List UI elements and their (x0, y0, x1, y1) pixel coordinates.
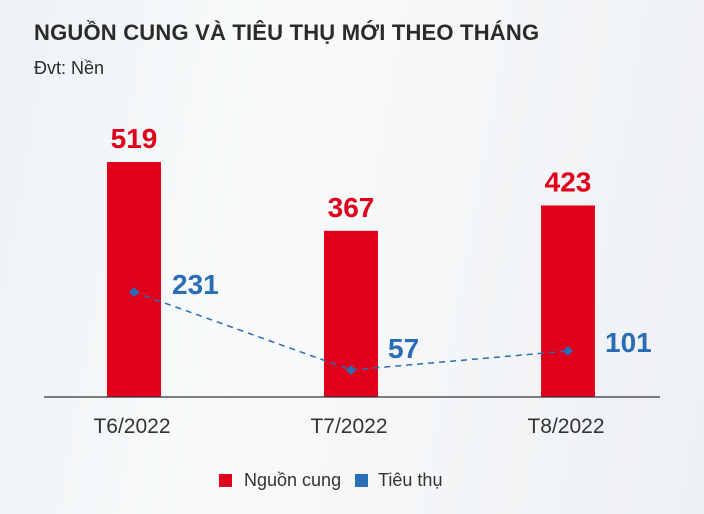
chart-unit-label: Đvt: Nền (34, 58, 105, 78)
x-tick-label: T7/2022 (310, 415, 387, 438)
consumption-value-label: 57 (388, 333, 419, 364)
legend-swatch-red-icon (219, 474, 232, 487)
x-tick-label: T8/2022 (527, 415, 604, 438)
legend-label: Tiêu thụ (378, 470, 443, 490)
consumption-marker-icon[interactable] (129, 287, 139, 297)
consumption-marker-icon[interactable] (346, 365, 356, 375)
legend-item-consumption[interactable]: Tiêu thụ (355, 470, 442, 491)
legend: Nguồn cung Tiêu thụ (219, 470, 456, 491)
consumption-line (133, 291, 569, 371)
supply-bar[interactable] (541, 205, 595, 397)
x-tick-label: T6/2022 (93, 415, 170, 438)
consumption-value-label: 231 (172, 269, 219, 300)
legend-item-supply[interactable]: Nguồn cung (219, 470, 341, 491)
consumption-marker-icon[interactable] (563, 346, 573, 356)
supply-value-label: 367 (328, 192, 375, 223)
supply-value-label: 423 (545, 166, 592, 197)
chart-title: NGUỒN CUNG VÀ TIÊU THỤ MỚI THEO THÁNG (34, 20, 540, 45)
supply-value-label: 519 (111, 123, 158, 154)
legend-label: Nguồn cung (244, 470, 342, 490)
legend-swatch-blue-icon (355, 474, 369, 487)
consumption-value-label: 101 (605, 327, 652, 358)
supply-bar[interactable] (107, 162, 161, 397)
